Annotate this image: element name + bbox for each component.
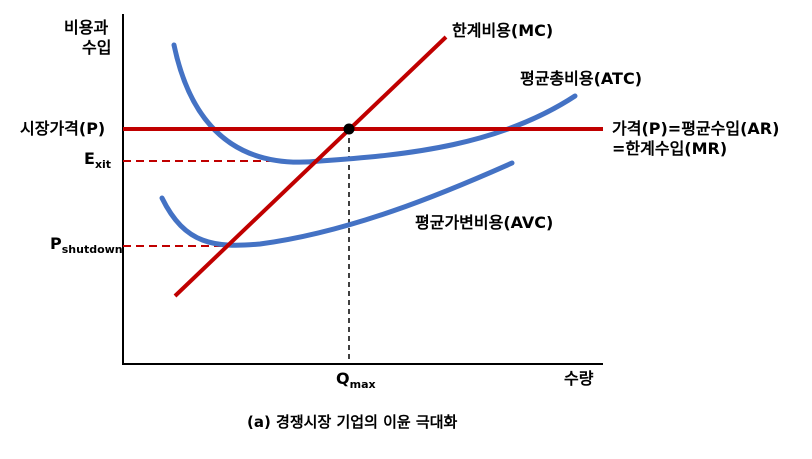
price-line-label-line2: =한계수입(MR) xyxy=(612,139,728,158)
qmax-label-sub: max xyxy=(349,378,376,391)
figure-caption: (a) 경쟁시장 기업의 이윤 극대화 xyxy=(247,413,458,431)
y-axis-label-line1: 비용과 xyxy=(64,18,109,37)
exit-label: Exit xyxy=(84,149,112,171)
market-price-label: 시장가격(P) xyxy=(20,119,106,138)
qmax-label: Qmax xyxy=(336,369,376,391)
mc-label: 한계비용(MC) xyxy=(452,21,554,40)
y-axis-label: 비용과 수입 xyxy=(64,18,111,58)
shutdown-label-main: P xyxy=(50,234,62,253)
mc-line xyxy=(173,35,448,298)
qmax-label-main: Q xyxy=(336,369,350,388)
optimum-point xyxy=(343,123,355,135)
exit-label-sub: xit xyxy=(94,158,112,171)
avc-curve xyxy=(159,160,515,248)
avc-label: 평균가변비용(AVC) xyxy=(415,213,554,232)
shutdown-label: Pshutdown xyxy=(50,234,123,256)
exit-label-main: E xyxy=(84,149,95,168)
price-line-label-line1: 가격(P)=평균수입(AR) xyxy=(612,119,780,138)
shutdown-label-sub: shutdown xyxy=(61,243,123,256)
price-line-label: 가격(P)=평균수입(AR) =한계수입(MR) xyxy=(612,119,779,159)
x-axis-label: 수량 xyxy=(564,369,594,388)
y-axis-label-line2: 수입 xyxy=(82,38,112,57)
atc-label: 평균총비용(ATC) xyxy=(520,69,643,88)
